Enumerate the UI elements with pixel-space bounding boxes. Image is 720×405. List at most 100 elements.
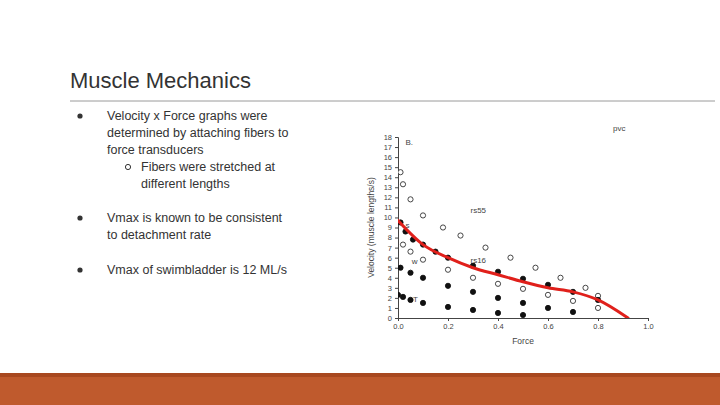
y-tick-mark	[395, 248, 398, 249]
y-tick-label: 14	[384, 173, 392, 182]
data-point	[420, 257, 425, 262]
data-point	[495, 310, 500, 315]
y-tick: 8	[388, 233, 398, 242]
y-tick: 18	[384, 133, 398, 142]
data-point	[408, 249, 413, 254]
y-tick: 10	[384, 213, 398, 222]
y-tick-mark	[395, 207, 398, 208]
sub-bullet	[125, 164, 130, 169]
y-axis: 0123456789101112131415161718	[384, 133, 399, 323]
data-point	[470, 289, 475, 294]
y-tick: 9	[388, 223, 398, 232]
data-point	[445, 267, 450, 272]
y-tick-mark	[395, 268, 398, 269]
y-tick: 0	[388, 314, 398, 323]
slide: Muscle Mechanics Velocity x Force graphs …	[0, 0, 720, 405]
y-tick-mark	[395, 177, 398, 178]
y-tick: 1	[388, 304, 398, 313]
x-tick: 0.4	[493, 318, 503, 331]
y-tick-mark	[395, 288, 398, 289]
data-point	[400, 242, 405, 247]
y-tick-mark	[395, 167, 398, 168]
chart: 0.00.20.40.60.81.00123456789101112131415…	[366, 124, 654, 346]
data-point	[408, 197, 413, 202]
data-point	[520, 312, 525, 317]
y-tick-label: 6	[388, 254, 392, 263]
y-tick-mark	[395, 187, 398, 188]
bullet-text: force transducers	[107, 143, 204, 157]
annotation: w	[411, 257, 418, 266]
bullet-text: determined by attaching fibers to	[107, 126, 288, 140]
annotation: B.	[406, 138, 414, 147]
data-point	[533, 265, 538, 270]
y-tick-mark	[395, 318, 398, 319]
y-axis-title: Velocity (muscle lengths/s)	[366, 177, 376, 278]
y-tick-label: 1	[388, 304, 392, 313]
data-point	[445, 283, 450, 288]
x-tick-label: 1.0	[643, 322, 653, 331]
y-tick-label: 7	[388, 244, 392, 253]
data-point	[495, 295, 500, 300]
x-tick-label: 0.8	[593, 322, 603, 331]
data-point	[508, 255, 513, 260]
data-point	[420, 275, 425, 280]
x-tick-mark	[598, 318, 599, 321]
y-tick-mark	[395, 238, 398, 239]
data-point	[595, 305, 600, 310]
data-point	[495, 281, 500, 286]
x-tick: 0.8	[593, 318, 603, 331]
bullet-text: Vmax of swimbladder is 12 ML/s	[107, 263, 287, 277]
title-rule	[70, 101, 715, 102]
y-tick: 11	[384, 203, 398, 212]
annotation: T	[413, 295, 418, 304]
y-tick-mark	[395, 298, 398, 299]
y-tick: 16	[384, 153, 398, 162]
x-tick-mark	[648, 318, 649, 321]
x-axis-line	[399, 319, 649, 322]
y-tick-label: 10	[384, 213, 392, 222]
sub-bullet-text: Fibers were stretched at	[141, 160, 276, 174]
data-point	[470, 307, 475, 312]
sub-bullet-text: different lengths	[141, 177, 230, 191]
footer-strip	[0, 373, 720, 377]
slide-title: Muscle Mechanics	[70, 68, 251, 93]
y-tick-label: 8	[388, 233, 392, 242]
data-point	[398, 170, 403, 175]
data-point	[400, 182, 405, 187]
y-tick: 14	[384, 173, 398, 182]
bullet-text: Velocity x Force graphs were	[107, 109, 268, 123]
bullet-dot	[77, 113, 82, 118]
y-tick-mark	[395, 147, 398, 148]
y-tick: 13	[384, 183, 398, 192]
y-tick-label: 3	[388, 284, 392, 293]
y-tick-mark	[395, 197, 398, 198]
annotation: s	[406, 221, 410, 230]
data-point	[470, 275, 475, 280]
data-point	[420, 300, 425, 305]
annotation: pvc	[613, 124, 625, 133]
y-tick: 17	[384, 143, 398, 152]
annotation: rs55	[471, 206, 487, 215]
x-tick: 1.0	[643, 318, 653, 331]
data-point	[570, 309, 575, 314]
y-tick: 2	[388, 294, 398, 303]
series-line	[398, 220, 628, 318]
y-tick-label: 9	[388, 223, 392, 232]
data-point	[445, 304, 450, 309]
data-point	[458, 233, 463, 238]
plot-marks	[398, 170, 628, 318]
data-point	[520, 300, 525, 305]
data-point	[558, 275, 563, 280]
x-tick: 0.6	[543, 318, 553, 331]
data-point	[520, 286, 525, 291]
data-point	[420, 213, 425, 218]
footer-band	[0, 373, 720, 405]
bullet-dot	[77, 267, 82, 272]
y-tick: 4	[388, 274, 398, 283]
data-point	[408, 270, 413, 275]
x-tick-mark	[498, 318, 499, 321]
y-tick: 7	[388, 244, 398, 253]
x-tick-label: 0.4	[493, 322, 503, 331]
y-tick-label: 17	[384, 143, 392, 152]
y-tick-label: 15	[384, 163, 392, 172]
